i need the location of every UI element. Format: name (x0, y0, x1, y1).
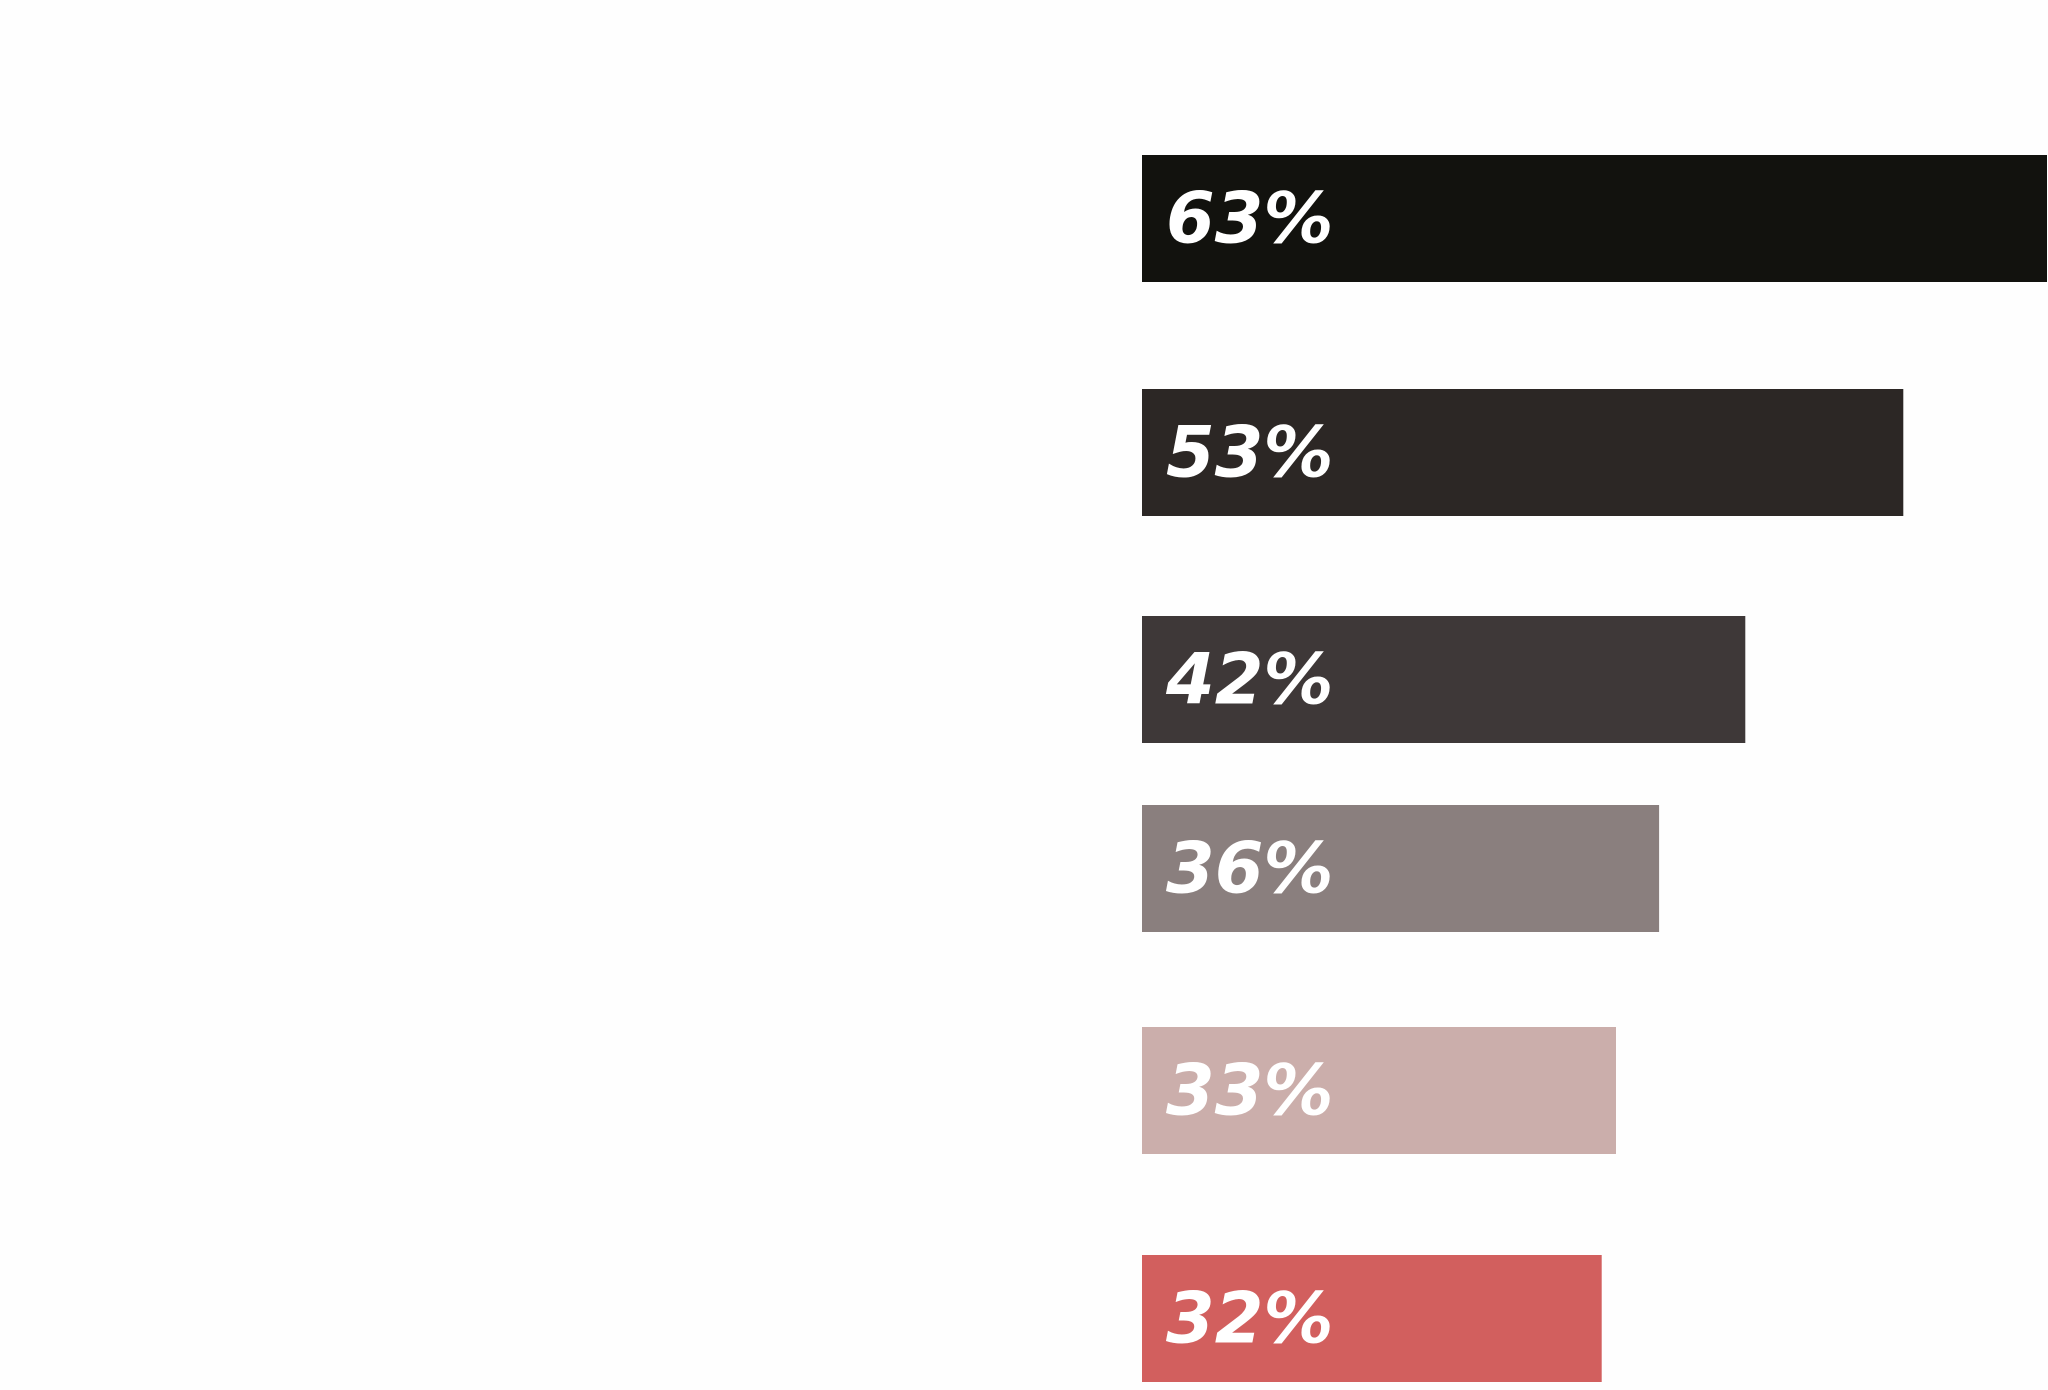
bars-group (1142, 155, 2047, 1382)
bar-4 (1142, 805, 1660, 932)
bar-3 (1142, 616, 1746, 743)
value-labels-group: 63% 53% 42% 36% 33% 32% (1165, 178, 1334, 1360)
bar-value-label-3: 42% (1165, 639, 1334, 721)
bar-value-label-2: 53% (1166, 412, 1334, 494)
bar-value-label-5: 33% (1166, 1050, 1334, 1132)
bar-1 (1142, 155, 2047, 282)
bar-value-label-4: 36% (1166, 828, 1334, 910)
bar-value-label-6: 32% (1166, 1278, 1334, 1360)
bar-2 (1142, 389, 1904, 516)
bar-5 (1142, 1027, 1616, 1154)
bar-value-label-1: 63% (1166, 178, 1334, 260)
bar-6 (1142, 1255, 1602, 1382)
